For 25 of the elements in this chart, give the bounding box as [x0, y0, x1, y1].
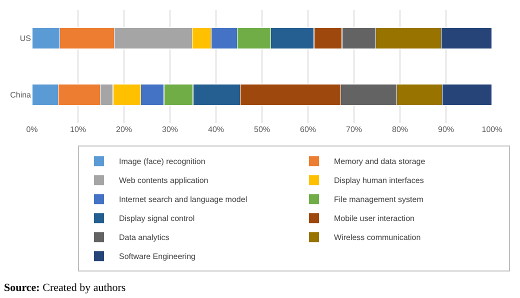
x-tick-label: 30% — [162, 125, 178, 134]
legend-label: Web contents application — [119, 176, 208, 186]
y-tick-label: US — [20, 34, 31, 44]
x-tick-label: 40% — [208, 125, 224, 134]
source-note: Source: Created by authors — [4, 282, 126, 294]
x-tick-label: 80% — [392, 125, 408, 134]
legend-label: Display human interfaces — [334, 176, 424, 186]
legend-label: Data analytics — [119, 233, 170, 242]
x-tick-label: 10% — [70, 125, 86, 134]
legend-label: File management system — [334, 195, 424, 204]
legend-label: Software Engineering — [119, 252, 196, 262]
x-tick-label: 100% — [482, 125, 502, 134]
y-tick-label: China — [10, 90, 32, 100]
legend-label: Memory and data storage — [334, 157, 426, 166]
x-tick-label: 70% — [346, 125, 362, 134]
legend-label: Internet search and language model — [119, 195, 248, 204]
x-tick-label: 90% — [438, 125, 454, 134]
legend-label: Display signal control — [119, 214, 195, 224]
legend-label: Image (face) recognition — [119, 157, 206, 166]
x-tick-label: 20% — [116, 125, 132, 134]
x-tick-label: 60% — [300, 125, 316, 134]
legend-label: Mobile user interaction — [334, 214, 414, 224]
x-tick-label: 0% — [26, 125, 38, 134]
x-tick-label: 50% — [254, 125, 270, 134]
legend-label: Wireless communication — [334, 233, 421, 242]
